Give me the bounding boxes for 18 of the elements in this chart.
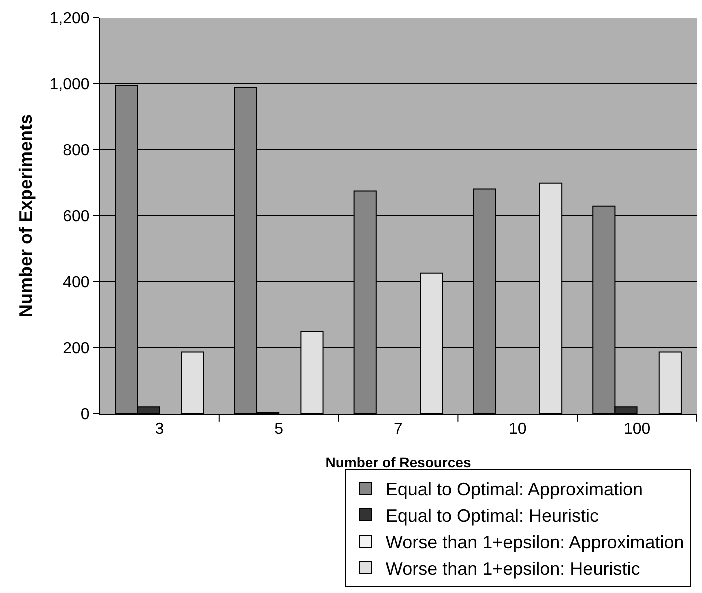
legend-label: Equal to Optimal: Heuristic — [386, 506, 599, 526]
x-tick-label: 10 — [509, 421, 527, 438]
y-tick-label: 600 — [63, 208, 90, 226]
x-tick-label: 5 — [274, 421, 284, 438]
y-tick-label: 200 — [63, 340, 90, 358]
legend-label: Worse than 1+epsilon: Approximation — [386, 532, 684, 552]
x-axis-title: Number of Resources — [326, 454, 472, 470]
x-tick-label: 100 — [624, 421, 651, 438]
x-tick-label: 3 — [155, 421, 164, 438]
y-tick-label: 1,000 — [50, 76, 90, 94]
legend-label: Worse than 1+epsilon: Heuristic — [386, 558, 640, 579]
y-tick-label: 800 — [63, 142, 90, 160]
y-tick-label: 0 — [80, 406, 90, 424]
y-tick-label: 1,200 — [50, 10, 90, 28]
x-tick-label: 7 — [394, 421, 404, 438]
legend-label: Equal to Optimal: Approximation — [386, 480, 644, 500]
y-axis-title: Number of Experiments — [16, 114, 36, 318]
y-tick-label: 400 — [63, 274, 90, 292]
